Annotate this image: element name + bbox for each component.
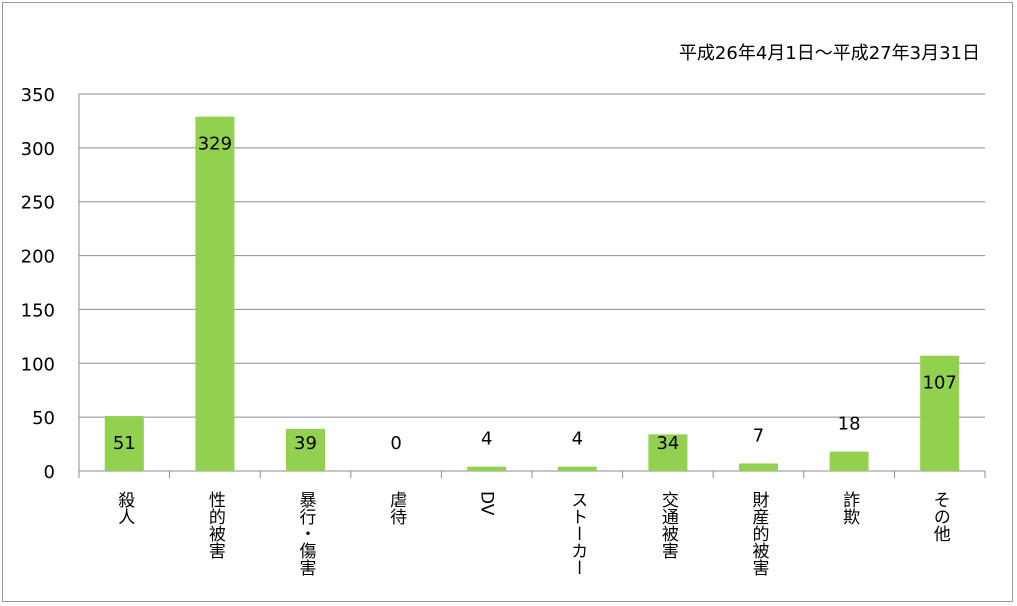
y-tick-label: 300 [21, 139, 55, 160]
x-category-label: DV [477, 491, 497, 516]
x-category-label: 交通被害 [658, 491, 679, 559]
y-tick-label: 0 [44, 462, 55, 483]
data-label: 51 [113, 433, 136, 454]
y-tick-label: 150 [21, 300, 55, 321]
data-label: 4 [572, 429, 583, 450]
y-tick-label: 50 [32, 408, 55, 429]
data-label: 7 [753, 425, 764, 446]
x-category-label: 暴行・傷害 [296, 491, 317, 576]
data-label: 329 [198, 134, 232, 155]
x-category-label: 詐欺 [839, 491, 860, 525]
y-tick-label: 250 [21, 193, 55, 214]
y-tick-label: 350 [21, 85, 55, 106]
data-label: 18 [838, 414, 861, 435]
bar [195, 116, 235, 472]
data-label: 107 [923, 373, 957, 394]
bar-chart: 0 50 100 150 200 250 300 350 51 殺人 329 性的被害 39 暴行・傷害 0… [21, 85, 986, 576]
bar [920, 355, 960, 471]
data-label: 34 [656, 433, 679, 454]
x-category-label: ストーカー [567, 491, 587, 576]
date-range-label: 平成26年4月1日～平成27年3月31日 [678, 43, 980, 64]
x-category-label: 虐待 [386, 491, 407, 526]
y-tick-label: 200 [21, 247, 55, 268]
data-label: 39 [294, 433, 317, 454]
bar [739, 463, 778, 471]
bar [648, 434, 688, 471]
data-label: 4 [481, 429, 492, 450]
bar [286, 428, 325, 471]
x-category-label: 性的被害 [205, 491, 226, 559]
y-tick-label: 100 [21, 354, 55, 375]
x-category-label: その他 [930, 491, 951, 542]
bar [467, 466, 507, 471]
bar [557, 466, 597, 471]
x-category-label: 殺人 [114, 491, 135, 525]
x-category-label: 財産的被害 [749, 491, 770, 576]
bar [829, 451, 869, 471]
data-label: 0 [390, 433, 401, 454]
bar [104, 416, 144, 471]
